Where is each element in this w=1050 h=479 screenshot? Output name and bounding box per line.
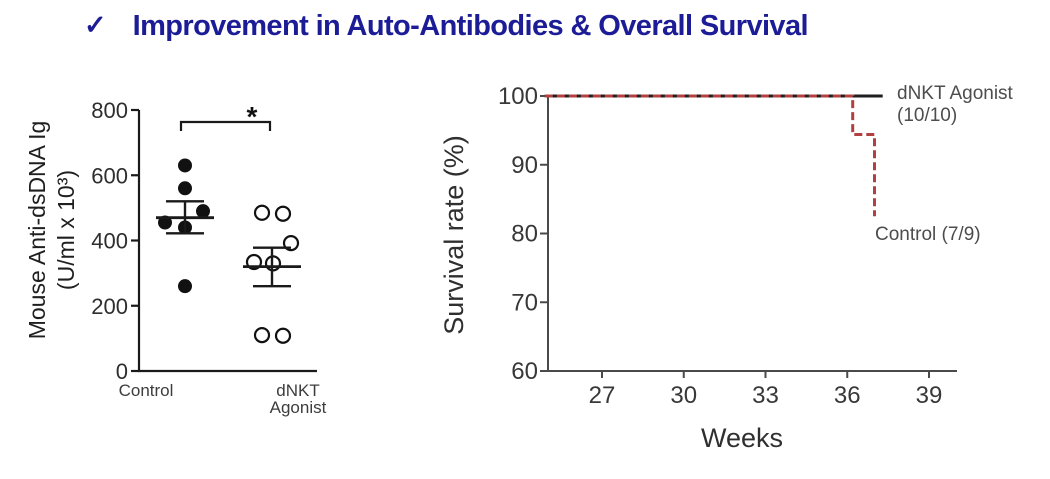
y-tick-label: 80 [511,221,538,248]
significance-bracket [179,120,272,131]
page-title-text: Improvement in Auto-Antibodies & Overall… [132,10,809,42]
x-tick-label: 36 [834,382,861,409]
series-annotation: dNKT Agonist [897,83,1014,104]
checkmark-icon: ✓ [84,10,107,40]
y-tick-label: 600 [91,163,128,188]
data-point [253,327,271,344]
survival-km-chart: 60 70 80 90 100 27 30 33 36 39 Weeks Survival rate … [439,83,1014,453]
x-tick-label: 33 [752,382,779,409]
series-annotation: (10/10) [897,105,957,126]
anti-dsdna-scatter-chart: 0 200 400 600 800 Mouse Anti-dsDNA Ig (U/ml x … [24,98,327,417]
y-tick-label: 100 [498,83,538,110]
data-point [178,181,192,196]
group-dnkt-agonist [243,204,301,344]
significance-star: * [247,101,258,132]
y-axis-label: (U/ml x 10³) [53,170,79,290]
group-control [156,158,214,294]
y-tick-label: 0 [116,359,128,384]
y-tick-label: 200 [91,294,128,319]
data-point [196,204,210,219]
page-title: ✓ Improvement in Auto-Antibodies & Overa… [84,10,809,43]
y-tick-label: 90 [511,152,538,179]
data-point [274,327,292,344]
data-point [178,279,192,294]
x-tick-label: 30 [670,382,697,409]
y-tick-label: 60 [511,358,538,385]
data-point [178,158,192,173]
y-tick-label: 70 [511,289,538,316]
y-axis-label: Survival rate (%) [439,135,469,335]
series-annotation: Control (7/9) [875,224,981,245]
y-tick-label: 800 [91,98,128,123]
y-tick-label: 400 [91,229,128,254]
data-point [253,204,271,221]
x-axis-label: Weeks [701,423,783,453]
x-tick-label: 27 [589,382,616,409]
x-category-label: Control [119,381,174,400]
data-point [274,205,292,222]
y-axis-label: Mouse Anti-dsDNA Ig [24,121,50,340]
x-category-label: Agonist [270,398,327,417]
x-category-label: dNKT [276,381,319,400]
series-line-control [544,94,876,217]
x-tick-label: 39 [916,382,943,409]
